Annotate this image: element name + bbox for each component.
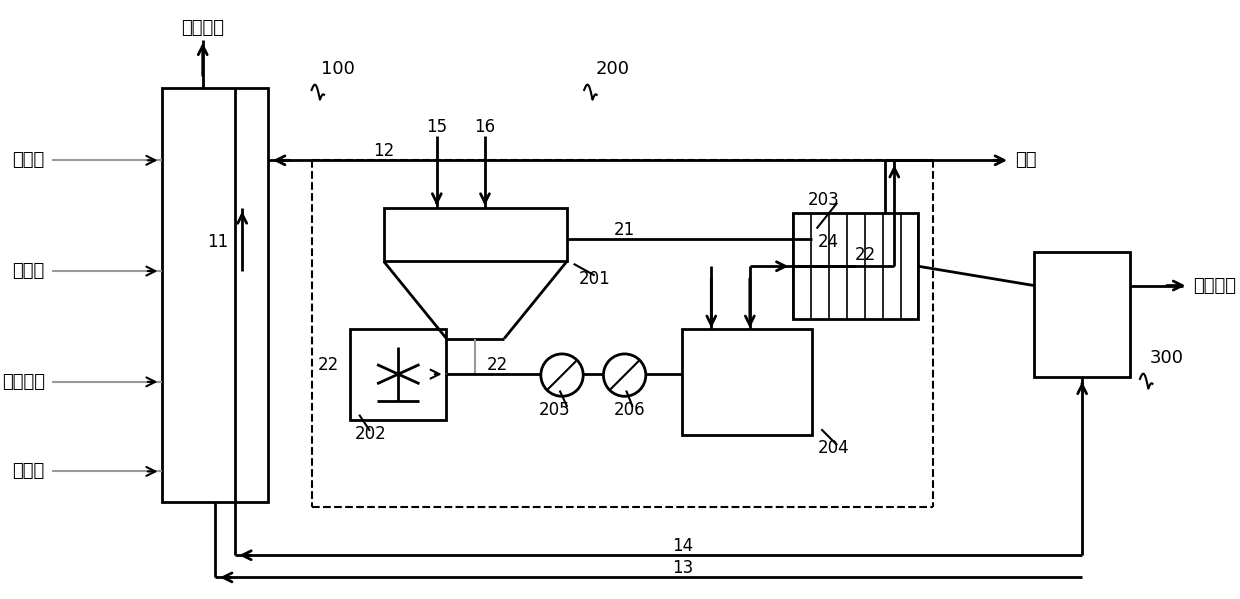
- Text: 原料氮: 原料氮: [12, 462, 45, 480]
- Text: 206: 206: [614, 401, 645, 419]
- Text: 22: 22: [487, 356, 508, 374]
- Bar: [350, 329, 446, 420]
- Bar: [794, 213, 919, 319]
- Text: 15: 15: [427, 117, 448, 135]
- Bar: [1034, 252, 1131, 377]
- Text: 12: 12: [373, 142, 394, 160]
- Text: 300: 300: [1149, 349, 1183, 367]
- Text: 24: 24: [817, 233, 838, 251]
- Text: 203: 203: [807, 191, 839, 209]
- Text: 16: 16: [475, 117, 496, 135]
- Text: 205: 205: [538, 401, 570, 419]
- Text: 202: 202: [355, 425, 387, 443]
- Text: 14: 14: [672, 537, 693, 555]
- Text: 13: 13: [672, 559, 693, 577]
- Text: 废渣: 废渣: [1014, 152, 1037, 170]
- Text: 100: 100: [321, 60, 355, 78]
- Text: 净化烟气: 净化烟气: [181, 19, 224, 37]
- Bar: [682, 329, 812, 435]
- Text: 工艺水: 工艺水: [12, 152, 45, 170]
- Text: 204: 204: [817, 439, 849, 457]
- Bar: [162, 88, 268, 502]
- Text: 晶体硫钐: 晶体硫钐: [1193, 277, 1236, 295]
- Text: 原烟气: 原烟气: [12, 262, 45, 280]
- Text: 21: 21: [614, 220, 635, 238]
- Text: 22: 22: [317, 356, 339, 374]
- Bar: [384, 208, 567, 261]
- Text: 201: 201: [578, 270, 610, 288]
- Text: 11: 11: [207, 233, 228, 251]
- Text: 氧化空气: 氧化空气: [1, 373, 45, 391]
- Text: 22: 22: [854, 246, 875, 264]
- Text: 200: 200: [595, 60, 630, 78]
